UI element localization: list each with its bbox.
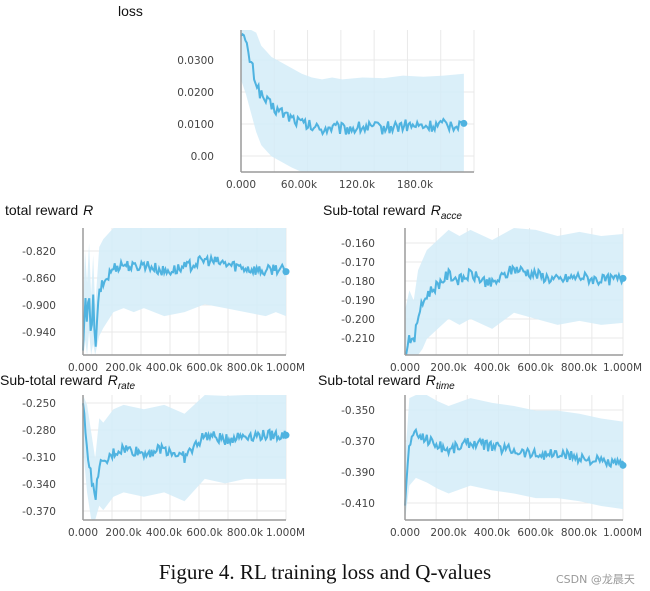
panel-title: total reward bbox=[5, 202, 78, 218]
x-tick-label: 0.000 bbox=[68, 527, 98, 539]
y-tick-label: 0.00 bbox=[191, 151, 214, 163]
panel-title-subscript: rate bbox=[118, 381, 136, 392]
panel-title-symbol: Rrate bbox=[108, 372, 136, 392]
y-tick-label: -0.340 bbox=[22, 479, 56, 491]
series-endpoint bbox=[282, 268, 290, 276]
series-endpoint bbox=[282, 431, 290, 439]
y-tick-label: -0.180 bbox=[341, 276, 375, 288]
y-tick-label: -0.370 bbox=[22, 506, 56, 518]
panel-title: Sub-total reward bbox=[0, 372, 103, 388]
x-tick-label: 600.0k bbox=[186, 527, 223, 539]
x-tick-label: 200.0k bbox=[430, 527, 467, 539]
panel-total-reward: -0.820 -0.860 -0.900 -0.940 0.000 200.0k 400.0… bbox=[5, 202, 305, 374]
x-tick-label: 800.0k bbox=[227, 362, 264, 374]
y-tick-label: -0.860 bbox=[22, 273, 56, 285]
x-tick-label: 0.000 bbox=[390, 362, 420, 374]
x-tick-label: 60.00k bbox=[281, 179, 318, 191]
panel-title-subscript: time bbox=[436, 381, 455, 392]
panel-title-symbol: R bbox=[83, 202, 93, 218]
series-line bbox=[404, 427, 624, 506]
variance-band bbox=[405, 228, 623, 355]
y-tick-label: -0.250 bbox=[22, 398, 56, 410]
y-tick-label: -0.170 bbox=[341, 257, 375, 269]
x-tick-label: 400.0k bbox=[474, 527, 511, 539]
y-tick-label: -0.820 bbox=[22, 246, 56, 258]
y-tick-label: -0.900 bbox=[22, 300, 56, 312]
x-tick-label: 800.0k bbox=[561, 362, 598, 374]
panel-loss: 0.0300 0.0200 0.0100 0.00 0.000 60.00k 120.0k 1… bbox=[118, 3, 475, 191]
panel-title: Sub-total reward bbox=[323, 202, 426, 218]
y-tick-label: 0.0100 bbox=[177, 119, 214, 131]
series-endpoint bbox=[619, 274, 627, 282]
series-line bbox=[240, 32, 465, 137]
y-tick-label: 0.0300 bbox=[177, 55, 214, 67]
x-tick-label: 1.000M bbox=[266, 362, 305, 374]
y-tick-label: -0.390 bbox=[341, 467, 375, 479]
x-tick-label: 200.0k bbox=[105, 527, 142, 539]
variance-band bbox=[405, 395, 623, 520]
y-tick-label: 0.0200 bbox=[177, 87, 214, 99]
panel-title-symbol: Racce bbox=[431, 202, 463, 222]
variance-band bbox=[83, 228, 286, 355]
y-tick-label: -0.200 bbox=[341, 314, 375, 326]
watermark: CSDN @龙晨天 bbox=[556, 573, 635, 586]
panel-reward-time: -0.350 -0.370 -0.390 -0.410 0.000 200.0k 400.0… bbox=[318, 372, 642, 539]
panel-title: loss bbox=[118, 3, 143, 19]
x-tick-label: 600.0k bbox=[517, 362, 554, 374]
x-tick-label: 1.000M bbox=[603, 362, 642, 374]
x-tick-label: 400.0k bbox=[146, 527, 183, 539]
y-tick-label: -0.280 bbox=[22, 425, 56, 437]
x-tick-label: 180.0k bbox=[397, 179, 434, 191]
x-tick-label: 400.0k bbox=[474, 362, 511, 374]
x-tick-label: 600.0k bbox=[517, 527, 554, 539]
variance-band bbox=[241, 30, 464, 172]
x-tick-label: 120.0k bbox=[339, 179, 376, 191]
series-endpoint bbox=[460, 119, 468, 127]
y-tick-label: -0.310 bbox=[22, 452, 56, 464]
x-tick-label: 400.0k bbox=[146, 362, 183, 374]
figure-caption: Figure 4. RL training loss and Q-values bbox=[158, 560, 492, 584]
panel-title-subscript: acce bbox=[441, 211, 463, 222]
y-tick-label: -0.410 bbox=[341, 498, 375, 510]
series-line bbox=[82, 403, 287, 500]
y-tick-label: -0.210 bbox=[341, 333, 375, 345]
panel-reward-acce: -0.160 -0.170 -0.180 -0.190 -0.200 -0.210 0.00… bbox=[323, 202, 642, 374]
y-tick-label: -0.940 bbox=[22, 327, 56, 339]
series-line bbox=[82, 252, 287, 351]
x-tick-label: 0.000 bbox=[68, 362, 98, 374]
x-tick-label: 1.000M bbox=[603, 527, 642, 539]
x-tick-label: 1.000M bbox=[266, 527, 305, 539]
panel-reward-rate: -0.250 -0.280 -0.310 -0.340 -0.370 0.000 200.0… bbox=[0, 372, 305, 539]
panel-title: Sub-total reward bbox=[318, 372, 421, 388]
x-tick-label: 800.0k bbox=[561, 527, 598, 539]
series-line bbox=[404, 263, 624, 355]
x-tick-label: 0.000 bbox=[226, 179, 256, 191]
y-tick-label: -0.190 bbox=[341, 295, 375, 307]
x-tick-label: 800.0k bbox=[227, 527, 264, 539]
series-endpoint bbox=[619, 461, 627, 469]
y-tick-label: -0.350 bbox=[341, 405, 375, 417]
x-tick-label: 200.0k bbox=[430, 362, 467, 374]
panel-title-symbol: Rtime bbox=[426, 372, 455, 392]
y-tick-label: -0.370 bbox=[341, 436, 375, 448]
x-tick-label: 0.000 bbox=[390, 527, 420, 539]
x-tick-label: 600.0k bbox=[186, 362, 223, 374]
x-tick-label: 200.0k bbox=[105, 362, 142, 374]
y-tick-label: -0.160 bbox=[341, 238, 375, 250]
